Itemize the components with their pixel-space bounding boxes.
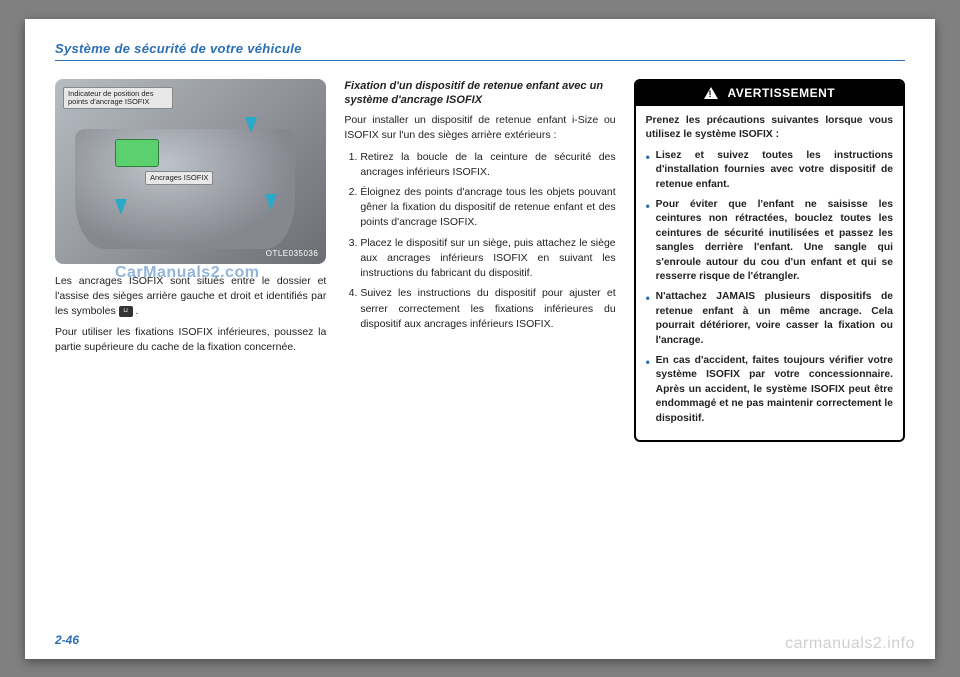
column-3: AVERTISSEMENT Prenez les précautions sui… xyxy=(634,79,905,641)
warning-bullets: Lisez et suivez toutes les instructions … xyxy=(646,149,893,426)
col2-intro: Pour installer un dispositif de retenue … xyxy=(344,113,615,143)
warning-bullet: N'attachez JAMAIS plusieurs dispositifs … xyxy=(646,290,893,348)
section-title: Système de sécurité de votre véhicule xyxy=(55,41,905,56)
warning-body: Prenez les précautions suivantes lorsque… xyxy=(636,106,903,440)
col1-para1-text-b: . xyxy=(133,305,139,317)
col1-para1-text-a: Les ancrages ISOFIX sont situés entre le… xyxy=(55,275,326,317)
warning-header: AVERTISSEMENT xyxy=(636,81,903,106)
arrow-icon xyxy=(245,117,257,133)
isofix-figure: Indicateur de position des points d'ancr… xyxy=(55,79,326,264)
warning-title: AVERTISSEMENT xyxy=(728,85,836,102)
header-rule xyxy=(55,60,905,61)
warning-triangle-icon xyxy=(704,87,718,99)
install-step: Suivez les instructions du dispositif po… xyxy=(360,286,615,332)
warning-box: AVERTISSEMENT Prenez les précautions sui… xyxy=(634,79,905,443)
col2-subheading: Fixation d'un dispositif de retenue enfa… xyxy=(344,79,615,108)
figure-label-indicator: Indicateur de position des points d'ancr… xyxy=(63,87,173,110)
warning-bullet: En cas d'accident, faites toujours vérif… xyxy=(646,354,893,426)
col1-paragraph-1: Les ancrages ISOFIX sont situés entre le… xyxy=(55,274,326,320)
install-step: Placez le dispositif sur un siège, puis … xyxy=(360,236,615,282)
warning-bullet: Pour éviter que l'enfant ne saisisse les… xyxy=(646,198,893,284)
manual-page: Système de sécurité de votre véhicule In… xyxy=(25,19,935,659)
figure-label-anchors: Ancrages ISOFIX xyxy=(145,171,213,185)
content-columns: Indicateur de position des points d'ancr… xyxy=(55,79,905,641)
install-step: Retirez la boucle de la ceinture de sécu… xyxy=(360,150,615,180)
warning-bullet: Lisez et suivez toutes les instructions … xyxy=(646,149,893,192)
isofix-buckle xyxy=(115,139,159,167)
page-number: 2-46 xyxy=(55,633,79,647)
arrow-icon xyxy=(265,194,277,210)
col1-paragraph-2: Pour utiliser les fixations ISOFIX infér… xyxy=(55,325,326,355)
column-1: Indicateur de position des points d'ancr… xyxy=(55,79,326,641)
install-step: Éloignez des points d'ancrage tous les o… xyxy=(360,185,615,231)
figure-code: OTLE035036 xyxy=(266,248,319,260)
footer-site: carmanuals2.info xyxy=(785,635,915,653)
arrow-icon xyxy=(115,199,127,215)
warning-intro: Prenez les précautions suivantes lorsque… xyxy=(646,114,893,143)
install-steps: Retirez la boucle de la ceinture de sécu… xyxy=(344,150,615,332)
isofix-symbol-icon: ⊔ xyxy=(119,306,133,317)
column-2: Fixation d'un dispositif de retenue enfa… xyxy=(344,79,615,641)
seat-illustration xyxy=(75,129,295,249)
